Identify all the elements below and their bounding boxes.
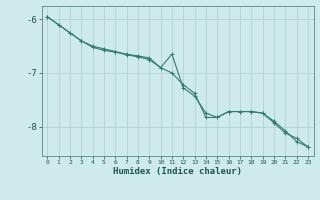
X-axis label: Humidex (Indice chaleur): Humidex (Indice chaleur): [113, 167, 242, 176]
